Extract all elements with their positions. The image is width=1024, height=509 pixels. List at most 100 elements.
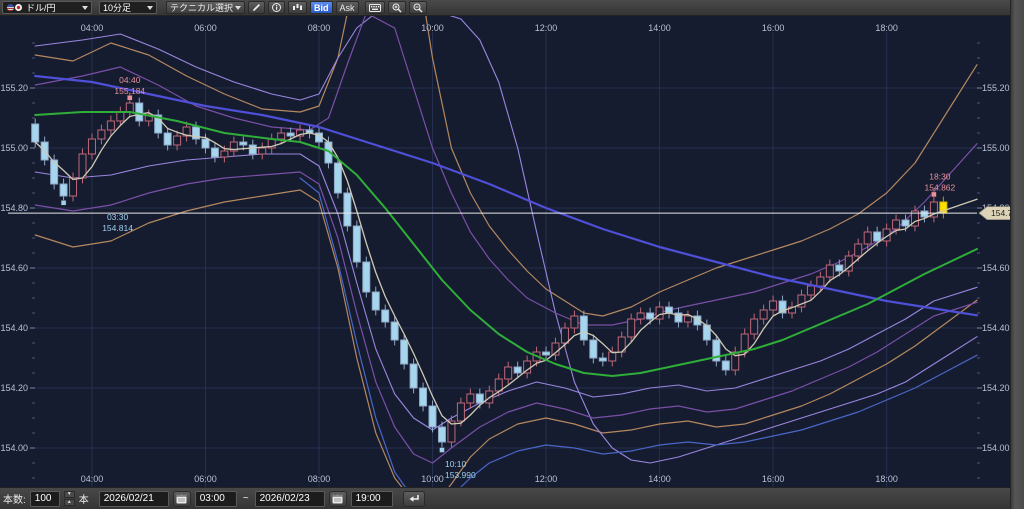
toolbar: ドル/円 10分足 テクニカル選択 Bid Ask xyxy=(0,0,1024,16)
candle xyxy=(854,243,863,257)
right-scrollbar-track[interactable] xyxy=(1010,0,1024,509)
candle xyxy=(437,426,446,443)
ma-long xyxy=(34,74,979,317)
candle xyxy=(863,231,872,245)
candle xyxy=(598,357,607,362)
ask-button[interactable]: Ask xyxy=(335,1,359,14)
candle xyxy=(182,126,191,137)
pencil-icon xyxy=(253,4,261,11)
low-marker xyxy=(60,200,67,206)
chart-type-button[interactable] xyxy=(288,1,308,14)
candle xyxy=(173,135,182,146)
timeframe-label: 10分足 xyxy=(103,3,132,13)
svg-text:04:00: 04:00 xyxy=(81,474,104,484)
candle xyxy=(636,312,645,320)
info-icon xyxy=(272,3,282,12)
range-bar: 本数: 100 ▼ ▲ 本 2026/02/21 03:00 ~ 2026/02… xyxy=(0,487,1010,509)
candle xyxy=(475,393,484,404)
band-purple-lower xyxy=(34,171,978,464)
svg-text:155.20: 155.20 xyxy=(0,83,28,93)
candle xyxy=(513,366,522,374)
high-marker xyxy=(931,191,937,198)
zoom-out-button[interactable] xyxy=(408,1,427,14)
svg-text:154.60: 154.60 xyxy=(0,263,28,273)
info-button[interactable] xyxy=(268,1,286,14)
candle xyxy=(163,132,172,146)
count-input[interactable]: 100 xyxy=(29,490,60,507)
candle xyxy=(806,285,815,296)
candle xyxy=(154,114,163,134)
zoom-out-icon xyxy=(413,3,423,12)
start-time-input[interactable]: 03:00 xyxy=(194,490,237,507)
currency-pair-select[interactable]: ドル/円 xyxy=(2,1,92,14)
candle xyxy=(362,261,371,293)
candle xyxy=(740,333,749,353)
svg-text:155.20: 155.20 xyxy=(982,83,1010,93)
jp-flag-icon xyxy=(14,3,23,12)
svg-text:155.184: 155.184 xyxy=(114,86,145,96)
candle xyxy=(674,312,683,323)
candle-chart-icon xyxy=(293,4,303,10)
count-step-up-button[interactable]: ▲ xyxy=(63,499,75,506)
end-date-input[interactable]: 2026/02/23 xyxy=(254,490,325,507)
count-value: 100 xyxy=(34,493,52,504)
candle xyxy=(352,225,361,263)
keyboard-panel-button[interactable] xyxy=(364,1,385,14)
grid-lines xyxy=(35,32,977,487)
zoom-in-button[interactable] xyxy=(387,1,406,14)
bid-button[interactable]: Bid xyxy=(310,1,333,14)
end-time-input[interactable]: 19:00 xyxy=(350,490,393,507)
candle xyxy=(769,300,778,311)
svg-text:16:00: 16:00 xyxy=(762,474,785,484)
candle xyxy=(258,147,267,155)
currency-pair-label: ドル/円 xyxy=(26,3,56,13)
technical-select-button[interactable]: テクニカル選択 xyxy=(166,1,246,14)
svg-text:12:00: 12:00 xyxy=(535,474,558,484)
band-blue-lower xyxy=(299,177,978,509)
candle xyxy=(665,306,674,314)
candle xyxy=(333,162,342,194)
chevron-down-icon xyxy=(82,5,88,10)
apply-range-button[interactable] xyxy=(402,490,425,507)
candle xyxy=(759,309,768,320)
count-step-down-button[interactable]: ▼ xyxy=(63,491,75,498)
svg-text:10:00: 10:00 xyxy=(421,23,444,33)
calendar-icon xyxy=(332,493,343,504)
chevron-down-icon xyxy=(235,5,242,10)
svg-text:03:30: 03:30 xyxy=(107,212,129,222)
candle xyxy=(69,177,78,197)
start-date-input[interactable]: 2026/02/21 xyxy=(98,490,169,507)
start-date-calendar-button[interactable] xyxy=(172,490,191,507)
candle xyxy=(116,111,125,122)
candle xyxy=(31,123,40,143)
svg-text:06:00: 06:00 xyxy=(194,474,217,484)
svg-text:14:00: 14:00 xyxy=(648,23,671,33)
candle xyxy=(750,318,759,335)
svg-text:10:10: 10:10 xyxy=(445,459,467,469)
band-tan-upper xyxy=(34,0,978,317)
candle xyxy=(135,102,144,122)
candle xyxy=(428,405,437,428)
candle xyxy=(504,366,513,380)
svg-text:154.20: 154.20 xyxy=(0,383,28,393)
draw-tool-button[interactable] xyxy=(248,1,266,14)
start-date-value: 2026/02/21 xyxy=(103,493,154,504)
svg-text:10:00: 10:00 xyxy=(421,474,444,484)
svg-text:16:00: 16:00 xyxy=(762,23,785,33)
svg-text:154.862: 154.862 xyxy=(925,182,956,192)
candle xyxy=(816,276,825,287)
candle xyxy=(447,420,456,443)
svg-text:154.40: 154.40 xyxy=(0,323,28,333)
candle xyxy=(683,315,692,323)
svg-text:08:00: 08:00 xyxy=(308,474,331,484)
candle xyxy=(277,132,286,140)
timeframe-select[interactable]: 10分足 xyxy=(99,1,157,14)
candle xyxy=(655,306,664,320)
candle xyxy=(910,210,919,227)
band-violet-lower xyxy=(34,153,978,431)
candle xyxy=(712,339,721,362)
end-date-calendar-button[interactable] xyxy=(328,490,347,507)
